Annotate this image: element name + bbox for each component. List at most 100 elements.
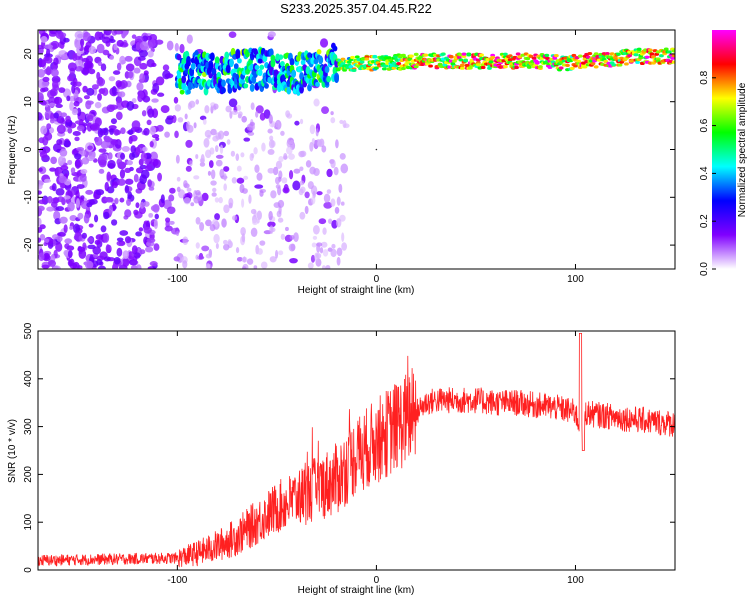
heatmap-cell xyxy=(320,241,328,248)
heatmap-cell xyxy=(138,49,148,58)
heatmap-cell xyxy=(109,55,115,60)
heatmap-cell xyxy=(616,52,621,56)
heatmap-cell xyxy=(328,218,333,224)
heatmap-cell xyxy=(174,104,182,112)
heatmap-cell xyxy=(38,68,46,78)
heatmap-cell xyxy=(42,76,50,83)
heatmap-cell xyxy=(340,57,346,61)
heatmap-cell xyxy=(254,184,264,189)
heatmap-cell xyxy=(285,110,291,118)
heatmap-cell xyxy=(113,128,120,136)
heatmap-cell xyxy=(299,84,304,94)
heatmap-cell xyxy=(223,166,230,172)
heatmap-cell xyxy=(565,63,570,68)
heatmap-cell xyxy=(155,136,160,141)
heatmap-cell xyxy=(106,104,115,113)
heatmap-cell xyxy=(627,54,633,58)
snr-x-tick-label: 100 xyxy=(567,575,584,586)
heatmap-cell xyxy=(86,87,95,96)
heatmap-cell xyxy=(253,265,258,269)
heatmap-cell xyxy=(97,61,103,67)
heatmap-cell xyxy=(131,120,141,130)
heatmap-cell xyxy=(52,265,61,269)
heatmap-cell xyxy=(181,75,187,84)
heatmap-cell xyxy=(111,85,117,96)
heatmap-cell xyxy=(41,80,50,88)
heatmap-cell xyxy=(116,62,122,71)
heatmap-cell xyxy=(405,60,411,65)
heatmap-cell xyxy=(313,167,320,177)
colorbar-tick-label: 0.4 xyxy=(699,166,710,180)
heatmap-cell xyxy=(248,194,252,204)
heatmap-cell xyxy=(176,53,182,61)
heatmap-cell xyxy=(223,130,230,137)
heatmap-cell xyxy=(228,98,238,108)
heatmap-cell xyxy=(330,198,336,207)
heatmap-cell xyxy=(106,171,112,182)
heatmap-cell xyxy=(156,92,165,97)
heatmap-cell xyxy=(316,191,323,196)
heatmap-cell xyxy=(249,121,255,126)
heatmap-cell xyxy=(186,187,192,192)
heatmap-cell xyxy=(131,245,138,255)
heatmap-cell xyxy=(288,243,296,252)
heatmap-cell xyxy=(210,169,216,180)
heatmap-cell xyxy=(139,201,145,209)
heatmap-cell xyxy=(64,238,73,244)
heatmap-cell xyxy=(49,30,58,35)
heatmap-cell xyxy=(280,60,285,67)
snr-y-tick-label: 500 xyxy=(23,322,34,339)
heatmap-cell xyxy=(136,82,144,91)
heatmap-cell xyxy=(442,63,448,67)
heatmap-cell xyxy=(202,118,207,125)
heatmap-cell xyxy=(326,189,332,194)
heatmap-cell xyxy=(359,60,365,64)
heatmap-cell xyxy=(133,173,139,183)
heatmap-cell xyxy=(322,265,326,269)
spectrogram-y-label: Frequency (Hz) xyxy=(7,116,18,185)
heatmap-cell xyxy=(318,55,324,65)
heatmap-cell xyxy=(319,38,329,48)
heatmap-cell xyxy=(139,41,149,51)
heatmap-cell xyxy=(141,110,147,117)
heatmap-cell xyxy=(48,102,56,107)
heatmap-cell xyxy=(69,215,77,222)
heatmap-cell xyxy=(300,150,307,157)
heatmap-cell xyxy=(330,248,337,258)
heatmap-cell xyxy=(396,62,402,66)
heatmap-cell xyxy=(255,110,259,118)
heatmap-cell xyxy=(118,91,126,98)
heatmap-cell xyxy=(647,48,653,52)
heatmap-cell xyxy=(100,63,107,72)
heatmap-cell xyxy=(145,246,154,253)
heatmap-cell xyxy=(254,164,260,173)
heatmap-cell xyxy=(175,154,180,164)
heatmap-cell xyxy=(110,140,119,145)
heatmap-cell xyxy=(69,101,74,111)
heatmap-cell xyxy=(318,218,327,225)
heatmap-cell xyxy=(409,54,414,58)
heatmap-cell xyxy=(587,51,593,56)
heatmap-cell xyxy=(38,237,42,243)
heatmap-cell xyxy=(316,49,322,55)
heatmap-cell xyxy=(81,157,90,165)
heatmap-cell xyxy=(44,56,53,64)
heatmap-cell xyxy=(46,206,55,212)
heatmap-cell xyxy=(80,168,88,175)
heatmap-cell xyxy=(86,202,93,208)
heatmap-cell xyxy=(38,199,47,205)
heatmap-cell xyxy=(250,227,258,238)
heatmap-cell xyxy=(189,160,193,167)
heatmap-cell xyxy=(375,148,378,151)
heatmap-cell xyxy=(272,166,279,176)
heatmap-cell xyxy=(211,192,217,197)
heatmap-cell xyxy=(335,139,339,149)
heatmap-cell xyxy=(255,105,264,114)
heatmap-cell xyxy=(119,55,126,65)
heatmap-cell xyxy=(55,188,65,196)
heatmap-cell xyxy=(294,120,300,126)
heatmap-cell xyxy=(460,66,465,70)
heatmap-cell xyxy=(88,223,94,228)
heatmap-cell xyxy=(221,79,226,87)
